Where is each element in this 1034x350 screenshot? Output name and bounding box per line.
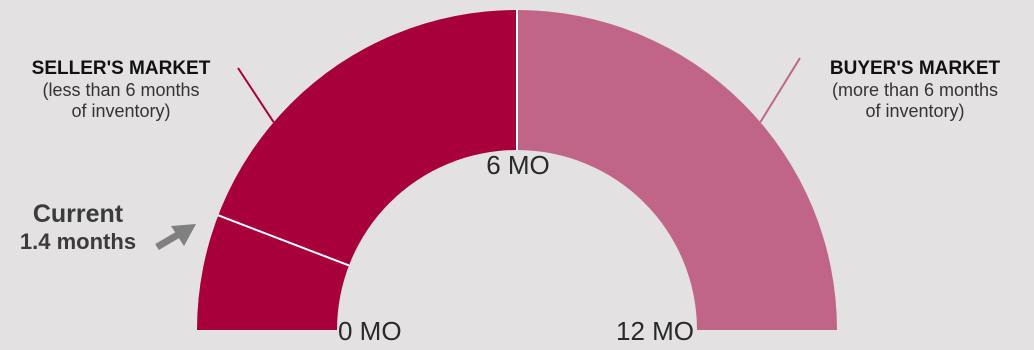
current-title: Current [32,200,124,228]
current-value-text: 1.4 months [19,228,137,254]
buyer-market-title: BUYER'S MARKET [829,58,1001,79]
tick-label-12-mo: 12 MO [616,316,695,346]
current-value-label: Current 1.4 months [0,200,156,254]
buyer-market-segment [517,10,837,330]
seller-market-segment [197,10,517,330]
seller-market-label: SELLER'S MARKET (less than 6 months of i… [6,58,236,121]
current-value-marker [217,214,350,267]
tick-label-0-mo: 0 MO [338,316,402,346]
seller-market-note-line2: of inventory) [71,100,171,121]
seller-leader-line [237,67,275,123]
buyer-leader-line [759,57,801,123]
buyer-market-note-line2: of inventory) [865,100,965,121]
buyer-market-note-line1: (more than 6 months [831,79,999,100]
current-arrow-icon [155,224,196,251]
seller-market-note-line1: (less than 6 months [42,79,200,100]
seller-market-title: SELLER'S MARKET [31,58,211,79]
arrow-head [171,224,196,246]
tick-label-6-mo: 6 MO [486,150,550,180]
buyer-market-label: BUYER'S MARKET (more than 6 months of in… [800,58,1030,121]
